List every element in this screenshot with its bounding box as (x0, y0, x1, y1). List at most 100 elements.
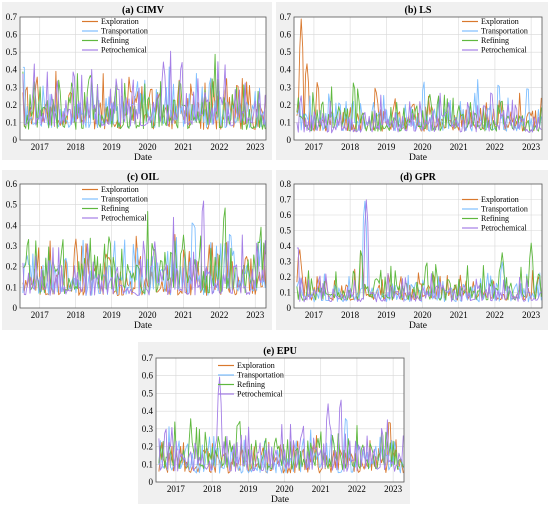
x-axis-label: Date (134, 153, 152, 160)
y-tick-label: 0.5 (142, 388, 154, 398)
legend-label: Petrochemical (101, 214, 148, 223)
y-tick-label: 0.6 (6, 30, 18, 40)
chart-epu: (e) EPU 0 0.1 0.2 0.3 0.4 0.5 0.6 0.7 2017 2018 201… (142, 346, 405, 504)
x-tick-label: 2018 (203, 484, 222, 494)
y-tick-label: 0.1 (280, 117, 291, 127)
legend-label: Refining (481, 36, 509, 45)
x-tick-label: 2021 (450, 310, 468, 320)
y-tick-label: 0.1 (6, 117, 17, 127)
y-tick-label: 0.5 (280, 226, 292, 236)
x-tick-label: 2020 (276, 484, 295, 494)
series-line-refining (296, 242, 542, 301)
legend-label: Exploration (101, 17, 139, 26)
legend-label: Exploration (101, 185, 139, 194)
series-line-refining (22, 53, 266, 130)
x-tick-label: 2023 (522, 310, 541, 320)
legend-label: Petrochemical (237, 390, 284, 399)
legend-label: Refining (101, 36, 129, 45)
x-tick-label: 2022 (348, 484, 366, 494)
y-tick-label: 0.3 (142, 424, 154, 434)
chart-cimv: (a) CIMV 0 0.1 0.2 0.3 0.4 0.5 0.6 0.7 2017 2018 20… (6, 5, 267, 160)
y-tick-label: 0.5 (6, 200, 18, 210)
chart-title: (a) CIMV (122, 5, 165, 16)
x-tick-label: 2017 (305, 310, 324, 320)
legend-label: Refining (237, 380, 265, 389)
y-tick-label: 0.3 (6, 82, 18, 92)
x-tick-label: 2022 (486, 310, 504, 320)
y-tick-label: 0.5 (6, 47, 18, 57)
legend-label: Petrochemical (481, 224, 528, 233)
series-line-refining (22, 207, 266, 294)
x-tick-label: 2017 (167, 484, 186, 494)
x-axis-label: Date (409, 321, 427, 330)
x-tick-label: 2020 (138, 310, 157, 320)
x-tick-label: 2023 (246, 310, 265, 320)
y-tick-label: 0.3 (280, 257, 292, 267)
x-tick-label: 2018 (341, 310, 360, 320)
x-tick-label: 2017 (305, 142, 324, 152)
series-line-petrochemical (158, 376, 404, 472)
series-line-transportation (22, 222, 266, 297)
legend-label: Exploration (481, 17, 519, 26)
y-tick-label: 0.2 (280, 272, 291, 282)
x-tick-label: 2018 (67, 310, 86, 320)
legend-label: Refining (101, 204, 129, 213)
y-tick-label: 0.7 (6, 12, 18, 22)
series-line-transportation (22, 66, 266, 129)
legend-label: Transportation (481, 205, 528, 214)
y-tick-label: 0 (13, 303, 18, 313)
y-tick-label: 0.3 (6, 241, 18, 251)
panel-ls: (b) LS 0 0.1 0.2 0.3 0.4 0.5 0.6 0.7 2017 2018 2019… (276, 2, 548, 160)
y-tick-label: 0.4 (6, 220, 18, 230)
chart-title: (b) LS (405, 5, 432, 16)
y-tick-label: 0.4 (280, 241, 292, 251)
y-tick-label: 0 (13, 135, 18, 145)
x-tick-label: 2022 (486, 142, 504, 152)
chart-title: (e) EPU (263, 346, 297, 357)
y-tick-label: 0.7 (142, 353, 154, 363)
x-axis-label: Date (271, 495, 289, 504)
panel-cimv: (a) CIMV 0 0.1 0.2 0.3 0.4 0.5 0.6 0.7 2017 2018 20… (2, 2, 272, 160)
legend-label: Petrochemical (481, 46, 528, 55)
axes-frame (155, 357, 405, 483)
y-tick-label: 0.1 (280, 288, 291, 298)
x-tick-label: 2019 (103, 142, 122, 152)
legend-label: Transportation (481, 27, 528, 36)
x-tick-label: 2017 (31, 142, 50, 152)
x-tick-label: 2020 (138, 142, 157, 152)
y-tick-label: 0.2 (142, 442, 153, 452)
x-tick-label: 2020 (414, 142, 433, 152)
y-tick-label: 0.4 (280, 65, 292, 75)
x-tick-label: 2019 (377, 142, 396, 152)
chart-title: (c) OIL (127, 172, 159, 183)
series-line-petrochemical (296, 199, 542, 303)
y-tick-label: 0.2 (6, 262, 17, 272)
legend-label: Transportation (101, 195, 148, 204)
x-tick-label: 2023 (522, 142, 541, 152)
y-tick-label: 0.8 (280, 179, 292, 189)
y-tick-label: 0.6 (6, 179, 18, 189)
series-line-refining (158, 418, 404, 470)
y-tick-label: 0.7 (280, 12, 292, 22)
legend-label: Exploration (481, 195, 519, 204)
x-tick-label: 2023 (384, 484, 403, 494)
chart-oil: (c) OIL 0 0.1 0.2 0.3 0.4 0.5 0.6 2017 2018 2019 20… (6, 172, 267, 330)
x-tick-label: 2021 (312, 484, 330, 494)
series-line-refining (296, 82, 542, 132)
axes-frame (293, 183, 543, 309)
legend-label: Transportation (237, 371, 284, 380)
legend-label: Petrochemical (101, 46, 148, 55)
series-line-petrochemical (22, 200, 266, 296)
axes-frame (19, 16, 267, 141)
panel-epu: (e) EPU 0 0.1 0.2 0.3 0.4 0.5 0.6 0.7 2017 2018 201… (138, 342, 410, 504)
y-tick-label: 0.6 (142, 371, 154, 381)
x-tick-label: 2018 (341, 142, 360, 152)
y-tick-label: 0 (287, 303, 292, 313)
x-tick-label: 2021 (450, 142, 468, 152)
y-tick-label: 0.4 (6, 65, 18, 75)
x-tick-label: 2021 (174, 310, 192, 320)
y-tick-label: 0 (287, 135, 292, 145)
panel-oil: (c) OIL 0 0.1 0.2 0.3 0.4 0.5 0.6 2017 2018 2019 20… (2, 170, 272, 330)
series-line-transportation (296, 200, 542, 303)
x-tick-label: 2019 (103, 310, 122, 320)
